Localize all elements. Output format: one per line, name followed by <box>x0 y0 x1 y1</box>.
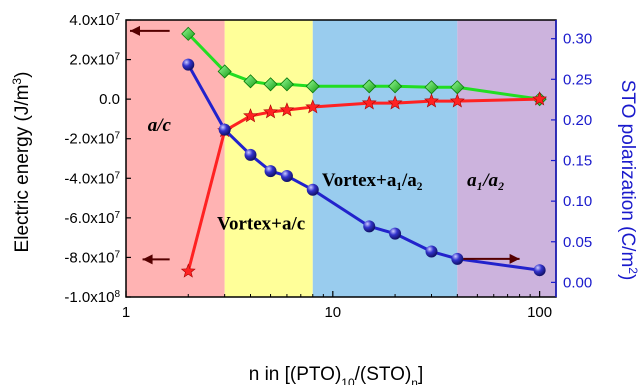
data-point-star <box>424 93 439 108</box>
x-tick-label: 10 <box>324 304 341 321</box>
data-point-sphere <box>389 227 402 240</box>
region-1 <box>224 20 313 297</box>
right-axis-arrow-head <box>509 253 520 264</box>
y-axis-left-title: Electric energy (J/m3) <box>10 72 33 253</box>
axes: -1.0x108 -8.0x107 -6.0x107 -4.0x107 -2.0x107… <box>64 12 592 322</box>
y-left-tick-label: -8.0x107 <box>64 249 120 267</box>
data-point-star <box>305 99 321 114</box>
data-point-diamond <box>362 79 377 94</box>
axis-arrows <box>130 25 520 265</box>
y-right-tick-label: 0.30 <box>563 31 592 48</box>
region-label-2: Vortex+a₁/a₂ <box>322 170 423 191</box>
y-left-tick-label: 4.0x107 <box>69 12 120 30</box>
data-point-star <box>279 102 295 117</box>
y-right-tick-label: 0.20 <box>563 112 592 129</box>
data-point-star <box>532 91 548 106</box>
data-point-star <box>361 95 377 110</box>
region-0 <box>126 20 225 297</box>
x-tick-label: 1 <box>122 304 130 321</box>
x-axis-title: n in [(PTO)10/(STO)n] <box>249 364 424 385</box>
x-tick-label: 100 <box>527 304 552 321</box>
data-point-star <box>387 95 403 110</box>
region-label-3: a₁/a₂ <box>467 170 505 191</box>
y-left-tick-label: -6.0x107 <box>64 209 120 227</box>
y-left-tick-label: 2.0x107 <box>69 51 120 69</box>
data-point-diamond <box>279 77 294 92</box>
region-label-0: a/c <box>148 115 172 136</box>
y-axis-right-title: STO polarization (C/m2) <box>617 80 640 281</box>
data-point-sphere <box>244 148 257 161</box>
data-point-sphere <box>533 264 546 277</box>
data-point-sphere <box>280 169 293 182</box>
data-point-diamond <box>388 79 403 94</box>
data-point-star <box>243 108 258 123</box>
data-point-sphere <box>218 123 231 136</box>
y-right-tick-label: 0.25 <box>563 71 592 88</box>
data-point-sphere <box>451 252 464 265</box>
y-right-tick-label: 0.10 <box>563 193 592 210</box>
data-point-sphere <box>425 245 438 258</box>
background-regions <box>126 20 556 297</box>
y-right-tick-label: 0.00 <box>563 274 592 291</box>
data-point-diamond <box>243 74 258 89</box>
data-point-star <box>180 263 196 278</box>
data-point-sphere <box>264 165 277 178</box>
data-point-star <box>449 93 465 108</box>
region-labels: a/c Vortex+a/c Vortex+a₁/a₂ a₁/a₂ <box>148 115 505 235</box>
data-point-diamond <box>181 26 196 41</box>
series-layer <box>180 26 548 278</box>
region-3 <box>457 20 556 297</box>
data-point-sphere <box>182 58 195 71</box>
y-right-tick-label: 0.15 <box>563 153 592 170</box>
y-right-tick-label: 0.05 <box>563 234 592 251</box>
y-left-tick-label: -2.0x107 <box>64 130 120 148</box>
y-left-tick-label: -4.0x107 <box>64 170 120 188</box>
left-axis-arrow-bottom-head <box>142 254 153 265</box>
data-point-diamond <box>217 64 232 79</box>
data-point-diamond <box>305 79 320 94</box>
data-point-sphere <box>363 220 376 233</box>
data-point-diamond <box>263 77 278 92</box>
data-point-star <box>263 104 279 119</box>
y-left-tick-label: 0.0 <box>99 91 120 108</box>
left-axis-arrow-top-head <box>130 25 140 36</box>
data-point-sphere <box>306 183 319 196</box>
region-label-1: Vortex+a/c <box>217 214 305 235</box>
y-left-tick-label: -1.0x108 <box>64 289 120 307</box>
